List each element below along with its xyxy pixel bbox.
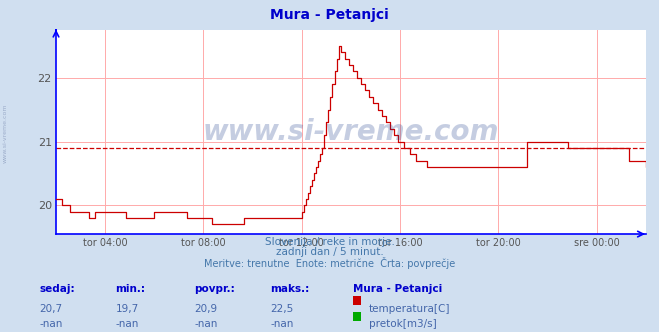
Text: 20,9: 20,9 — [194, 304, 217, 314]
Text: maks.:: maks.: — [270, 284, 310, 294]
Text: Mura - Petanjci: Mura - Petanjci — [353, 284, 442, 294]
Text: www.si-vreme.com: www.si-vreme.com — [3, 103, 8, 163]
Text: pretok[m3/s]: pretok[m3/s] — [369, 319, 437, 329]
Text: sedaj:: sedaj: — [40, 284, 75, 294]
Text: povpr.:: povpr.: — [194, 284, 235, 294]
Text: Mura - Petanjci: Mura - Petanjci — [270, 8, 389, 22]
Text: temperatura[C]: temperatura[C] — [369, 304, 451, 314]
Text: Meritve: trenutne  Enote: metrične  Črta: povprečje: Meritve: trenutne Enote: metrične Črta: … — [204, 257, 455, 269]
Text: 22,5: 22,5 — [270, 304, 293, 314]
Text: zadnji dan / 5 minut.: zadnji dan / 5 minut. — [275, 247, 384, 257]
Text: Slovenija / reke in morje.: Slovenija / reke in morje. — [264, 237, 395, 247]
Text: min.:: min.: — [115, 284, 146, 294]
Text: 19,7: 19,7 — [115, 304, 138, 314]
Text: -nan: -nan — [40, 319, 63, 329]
Text: -nan: -nan — [115, 319, 138, 329]
Text: www.si-vreme.com: www.si-vreme.com — [203, 118, 499, 146]
Text: 20,7: 20,7 — [40, 304, 63, 314]
Text: -nan: -nan — [270, 319, 293, 329]
Text: -nan: -nan — [194, 319, 217, 329]
